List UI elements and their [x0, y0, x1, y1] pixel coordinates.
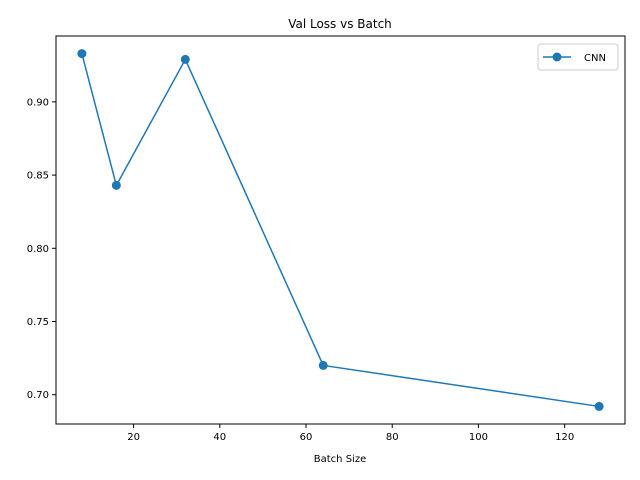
data-point [77, 49, 87, 59]
y-tick-label: 0.85 [27, 171, 49, 182]
legend-box [537, 43, 619, 71]
y-tick-label: 0.75 [27, 317, 49, 328]
data-point [180, 54, 190, 64]
x-axis-label: Batch Size [314, 454, 366, 465]
chart-title: Val Loss vs Batch [288, 17, 392, 31]
y-tick-label: 0.80 [27, 244, 49, 255]
data-point [111, 180, 121, 190]
legend-marker [552, 52, 562, 62]
y-tick-label: 0.70 [27, 390, 49, 401]
legend-label: CNN [584, 53, 606, 64]
x-tick-label: 80 [386, 432, 399, 443]
plot-frame [55, 35, 626, 425]
data-point [318, 360, 328, 370]
x-tick-label: 60 [300, 432, 313, 443]
x-axis-ticks: 20 40 60 80 100 120 [127, 424, 574, 443]
x-tick-label: 40 [213, 432, 226, 443]
x-tick-label: 20 [127, 432, 140, 443]
x-tick-label: 120 [555, 432, 574, 443]
plot-area [55, 35, 626, 425]
y-tick-label: 0.90 [27, 97, 49, 108]
series-layer [77, 49, 604, 411]
x-tick-label: 100 [469, 432, 488, 443]
legend: CNN [537, 43, 619, 71]
data-point [594, 401, 604, 411]
y-axis-ticks: 0.70 0.75 0.80 0.85 0.90 [27, 97, 56, 401]
